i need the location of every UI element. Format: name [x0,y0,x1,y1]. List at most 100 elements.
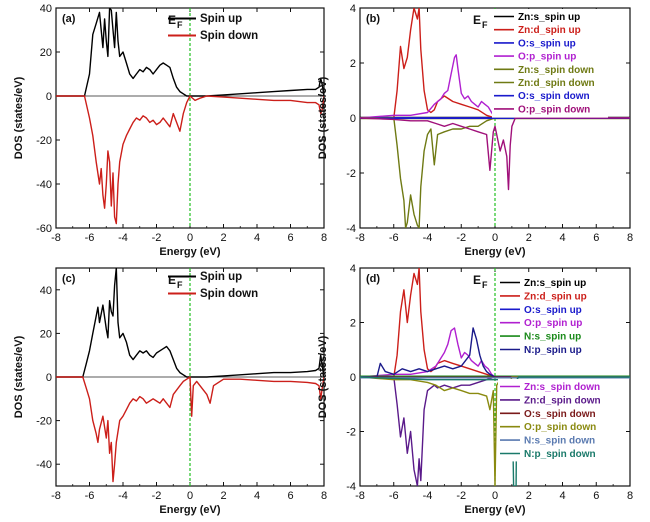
legend-entry: O:s_spin down [524,409,596,420]
series-group [360,268,630,486]
legend-box-up [498,275,610,358]
legend-entry: Spin down [200,30,258,42]
legend-entry: Zn:s_spin down [524,382,600,393]
y-tick-label: 2 [350,58,356,70]
y-axis-title: DOS (states/eV) [317,335,329,418]
x-tick-label: -6 [389,490,399,502]
series-group [56,8,324,225]
legend-entry: Spin down [200,288,258,300]
x-tick-label: -4 [423,232,433,244]
x-tick-label: -2 [152,232,162,244]
x-tick-label: 0 [492,490,498,502]
fermi-subscript: F [177,20,183,30]
y-axis-title: DOS (states/eV) [13,335,25,418]
y-tick-label: 40 [40,285,52,297]
legend-entry: Zn:s_spin up [524,278,586,289]
panel-label: (c) [62,273,76,285]
y-tick-label: -40 [36,459,52,471]
series-line-spin-up [56,8,324,97]
y-axis-title: DOS (states/eV) [13,76,25,159]
y-tick-label: 0 [350,113,356,125]
x-axis-title: Energy (eV) [159,504,220,516]
x-tick-label: 4 [254,490,260,502]
series-line-zn-d-spin-up [360,268,630,378]
y-tick-label: -2 [346,168,356,180]
x-tick-label: -2 [456,490,466,502]
x-tick-label: 4 [559,490,565,502]
x-tick-label: 4 [254,232,260,244]
x-tick-label: 4 [559,232,565,244]
x-tick-label: -2 [456,232,466,244]
panel-label: (d) [366,273,380,285]
legend-entry: O:p_spin down [518,104,590,115]
panel-d: -8 -6 -4 -2 0 2 4 6 8 -4 -2 0 2 4 Energy (eV) DOS (stat… [317,263,633,516]
x-tick-label: 8 [627,490,633,502]
fermi-label: E [168,13,176,27]
series-line-spin-up [56,268,324,378]
legend-entry: Zn:s_spin up [518,12,580,23]
legend-entry: N:s_spin up [524,332,581,343]
series-line-spin-down [56,376,324,483]
y-axis-title: DOS (states/eV) [317,76,329,159]
x-tick-label: -4 [423,490,433,502]
x-tick-label: 2 [526,232,532,244]
legend-entry: N:s_spin down [524,436,595,447]
series-line-spin-down [56,95,324,225]
x-tick-label: -4 [118,490,128,502]
series-group [56,268,324,483]
x-tick-label: 0 [187,232,193,244]
legend-entry: Spin up [200,271,242,283]
x-tick-label: -4 [118,232,128,244]
x-tick-label: 6 [593,232,599,244]
y-tick-label: 2 [350,318,356,330]
legend-entry: N:p_spin up [524,345,582,356]
y-tick-label: 20 [40,47,52,59]
y-tick-label: 4 [350,263,356,275]
y-tick-label: -20 [36,135,52,147]
legend-entry: N:p_spin down [524,449,596,460]
x-axis-title: Energy (eV) [464,246,525,258]
x-tick-label: 2 [220,490,226,502]
x-tick-label: -6 [85,490,95,502]
x-tick-label: 8 [321,232,327,244]
legend-entry: O:s_spin down [518,91,590,102]
y-tick-label: 40 [40,3,52,15]
y-tick-label: -40 [36,179,52,191]
x-tick-label: 8 [321,490,327,502]
legend-entry: O:s_spin up [524,305,582,316]
y-tick-label: -4 [346,481,356,493]
x-tick-label: 0 [187,490,193,502]
legend-entry: Zn:d_spin down [518,78,595,89]
x-tick-label: -6 [85,232,95,244]
series-line-zn-d-spin-down [360,376,630,486]
legend-entry: Spin up [200,13,242,25]
y-tick-label: 4 [350,3,356,15]
panel-label: (b) [366,13,380,25]
y-tick-label: 0 [46,91,52,103]
y-tick-label: -60 [36,223,52,235]
x-tick-label: -8 [51,490,61,502]
x-axis-title: Energy (eV) [464,504,525,516]
fermi-label: E [473,273,481,287]
legend-box-down [498,379,616,462]
x-tick-label: -2 [152,490,162,502]
x-tick-label: 2 [526,490,532,502]
fermi-subscript: F [177,280,183,290]
y-tick-label: 0 [46,372,52,384]
x-tick-label: 8 [627,232,633,244]
x-tick-label: 6 [593,490,599,502]
series-line-o-p-spin-up [360,327,630,378]
panel-b: -8 -6 -4 -2 0 2 4 6 8 -4 -2 0 2 4 Energy (eV) DOS (stat… [317,3,633,258]
y-tick-label: -2 [346,427,356,439]
fermi-label: E [473,13,481,27]
fermi-label: E [168,273,176,287]
series-line-zn-d-spin-down [360,117,630,228]
y-tick-label: 20 [40,328,52,340]
fermi-subscript: F [482,280,488,290]
y-tick-label: 0 [350,372,356,384]
x-tick-label: 0 [492,232,498,244]
series-group [360,8,630,228]
legend-entry: O:s_spin up [518,38,576,49]
